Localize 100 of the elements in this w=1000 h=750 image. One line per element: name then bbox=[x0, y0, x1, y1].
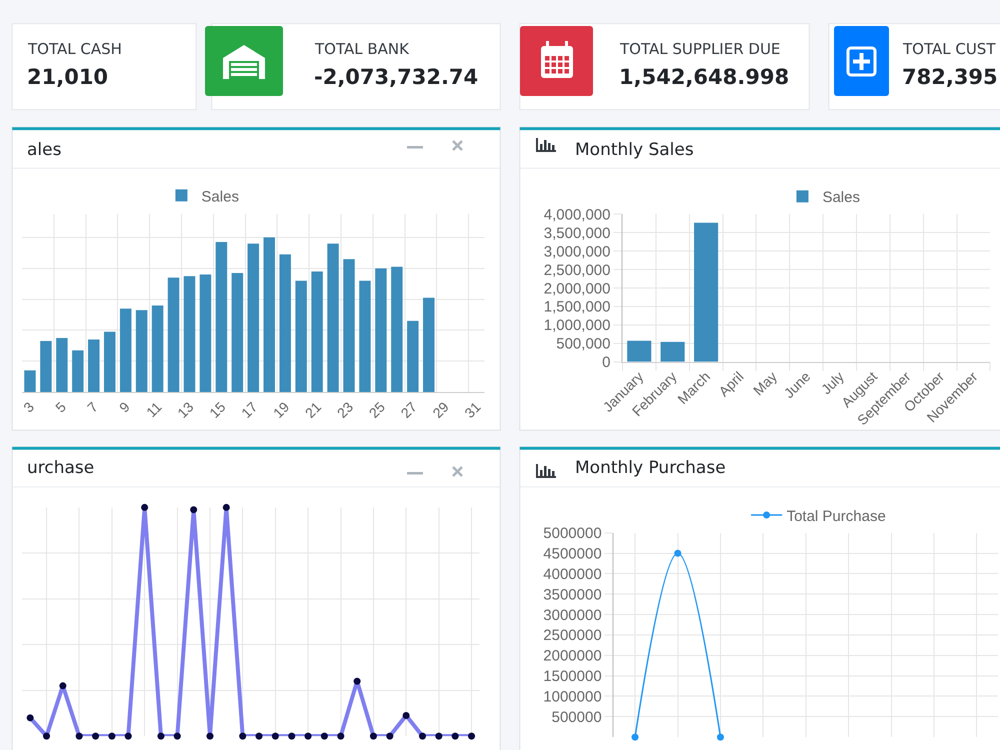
x-tick-label: 17 bbox=[238, 398, 261, 421]
bar bbox=[120, 308, 132, 392]
text: TOTAL CASH bbox=[27, 40, 122, 58]
bar bbox=[295, 280, 307, 392]
x-tick-label: 11 bbox=[143, 398, 165, 420]
legend-label: Sales bbox=[201, 188, 239, 206]
bar bbox=[184, 276, 196, 392]
text: 1,542,648.998 bbox=[619, 65, 790, 89]
bar bbox=[264, 237, 275, 392]
x-tick-label: 29 bbox=[429, 398, 452, 421]
bar bbox=[343, 259, 355, 392]
point bbox=[26, 714, 34, 722]
bar bbox=[311, 271, 323, 392]
text: 782,395 bbox=[902, 65, 998, 89]
legend-label: Total Purchase bbox=[786, 508, 886, 525]
bar bbox=[248, 244, 260, 392]
point bbox=[386, 732, 394, 740]
chart-title: Monthly Sales bbox=[575, 140, 694, 160]
y-tick-label: 2,000,000 bbox=[544, 280, 610, 298]
point bbox=[288, 732, 296, 740]
y-tick-label: 4000000 bbox=[543, 566, 602, 583]
bar bbox=[375, 268, 387, 392]
bar bbox=[168, 278, 180, 392]
bar bbox=[627, 340, 652, 362]
text: 21,010 bbox=[27, 65, 108, 89]
bar bbox=[104, 332, 116, 392]
bar bbox=[40, 341, 52, 392]
bar bbox=[359, 280, 371, 392]
x-tick-label: 31 bbox=[461, 398, 484, 421]
y-tick-label: 500000 bbox=[552, 708, 602, 726]
point bbox=[354, 678, 361, 685]
y-tick-label: 3,500,000 bbox=[544, 224, 610, 242]
chart-title: Monthly Purchase bbox=[575, 458, 726, 478]
y-tick-label: 500,000 bbox=[556, 336, 610, 353]
point bbox=[141, 504, 148, 511]
y-tick-label: 1,500,000 bbox=[544, 298, 610, 316]
text: TOTAL BANK bbox=[314, 40, 410, 58]
legend-label: Sales bbox=[822, 189, 860, 206]
bar bbox=[327, 244, 339, 392]
point bbox=[222, 504, 230, 511]
x-tick-label: 3 bbox=[20, 398, 38, 416]
bar bbox=[660, 342, 685, 362]
x-tick-label: 21 bbox=[302, 398, 324, 421]
point bbox=[239, 732, 246, 740]
x-tick-label: 15 bbox=[206, 398, 229, 421]
point bbox=[468, 732, 476, 740]
point bbox=[418, 732, 426, 740]
x-tick-label: 13 bbox=[174, 398, 197, 421]
point bbox=[272, 732, 279, 740]
chart-title: urchase bbox=[27, 458, 94, 478]
x-tick-label: July bbox=[818, 368, 847, 398]
point bbox=[304, 732, 312, 740]
y-tick-label: 1500000 bbox=[543, 668, 602, 686]
y-tick-label: 2500000 bbox=[543, 627, 602, 644]
point bbox=[76, 732, 83, 740]
y-tick-label: 3,000,000 bbox=[544, 243, 610, 260]
point bbox=[174, 732, 181, 740]
y-tick-label: 4,000,000 bbox=[544, 206, 610, 224]
y-tick-label: 1,000,000 bbox=[544, 317, 610, 334]
bar bbox=[152, 305, 164, 392]
y-tick-label: 4500000 bbox=[543, 546, 602, 563]
point bbox=[435, 732, 442, 740]
bar bbox=[279, 254, 291, 392]
bar bbox=[694, 222, 718, 362]
point bbox=[452, 732, 459, 740]
x-tick-label: 7 bbox=[84, 398, 101, 416]
point bbox=[108, 732, 116, 740]
text: -2,073,732.74 bbox=[314, 65, 478, 89]
point bbox=[370, 732, 377, 740]
y-tick-label: 2,500,000 bbox=[544, 262, 610, 279]
bar bbox=[391, 266, 403, 392]
bar bbox=[56, 338, 68, 392]
bar bbox=[407, 320, 419, 392]
chart-title: ales bbox=[27, 140, 62, 160]
point bbox=[92, 732, 100, 740]
x-tick-label: 9 bbox=[116, 398, 133, 416]
text: TOTAL CUST bbox=[902, 40, 996, 58]
point bbox=[124, 732, 132, 740]
bar bbox=[216, 242, 228, 392]
x-tick-label: 19 bbox=[270, 398, 292, 421]
x-tick-label: 23 bbox=[334, 398, 356, 421]
bar bbox=[232, 272, 244, 392]
x-tick-label: May bbox=[750, 368, 780, 398]
x-tick-label: 25 bbox=[366, 398, 388, 421]
bar bbox=[72, 350, 84, 392]
y-tick-label: 3500000 bbox=[543, 586, 602, 604]
bar bbox=[136, 310, 148, 392]
point bbox=[190, 506, 198, 514]
point bbox=[320, 732, 328, 740]
point bbox=[206, 732, 214, 740]
y-tick-label: 3000000 bbox=[543, 606, 602, 624]
x-tick-label: 27 bbox=[398, 398, 420, 421]
point bbox=[402, 712, 410, 720]
text: TOTAL SUPPLIER DUE bbox=[619, 40, 780, 58]
point bbox=[337, 732, 344, 740]
bar bbox=[24, 370, 36, 392]
point bbox=[157, 732, 164, 740]
y-tick-label: 1000000 bbox=[543, 688, 602, 706]
x-tick-label: 5 bbox=[52, 398, 70, 416]
bar bbox=[200, 274, 212, 392]
